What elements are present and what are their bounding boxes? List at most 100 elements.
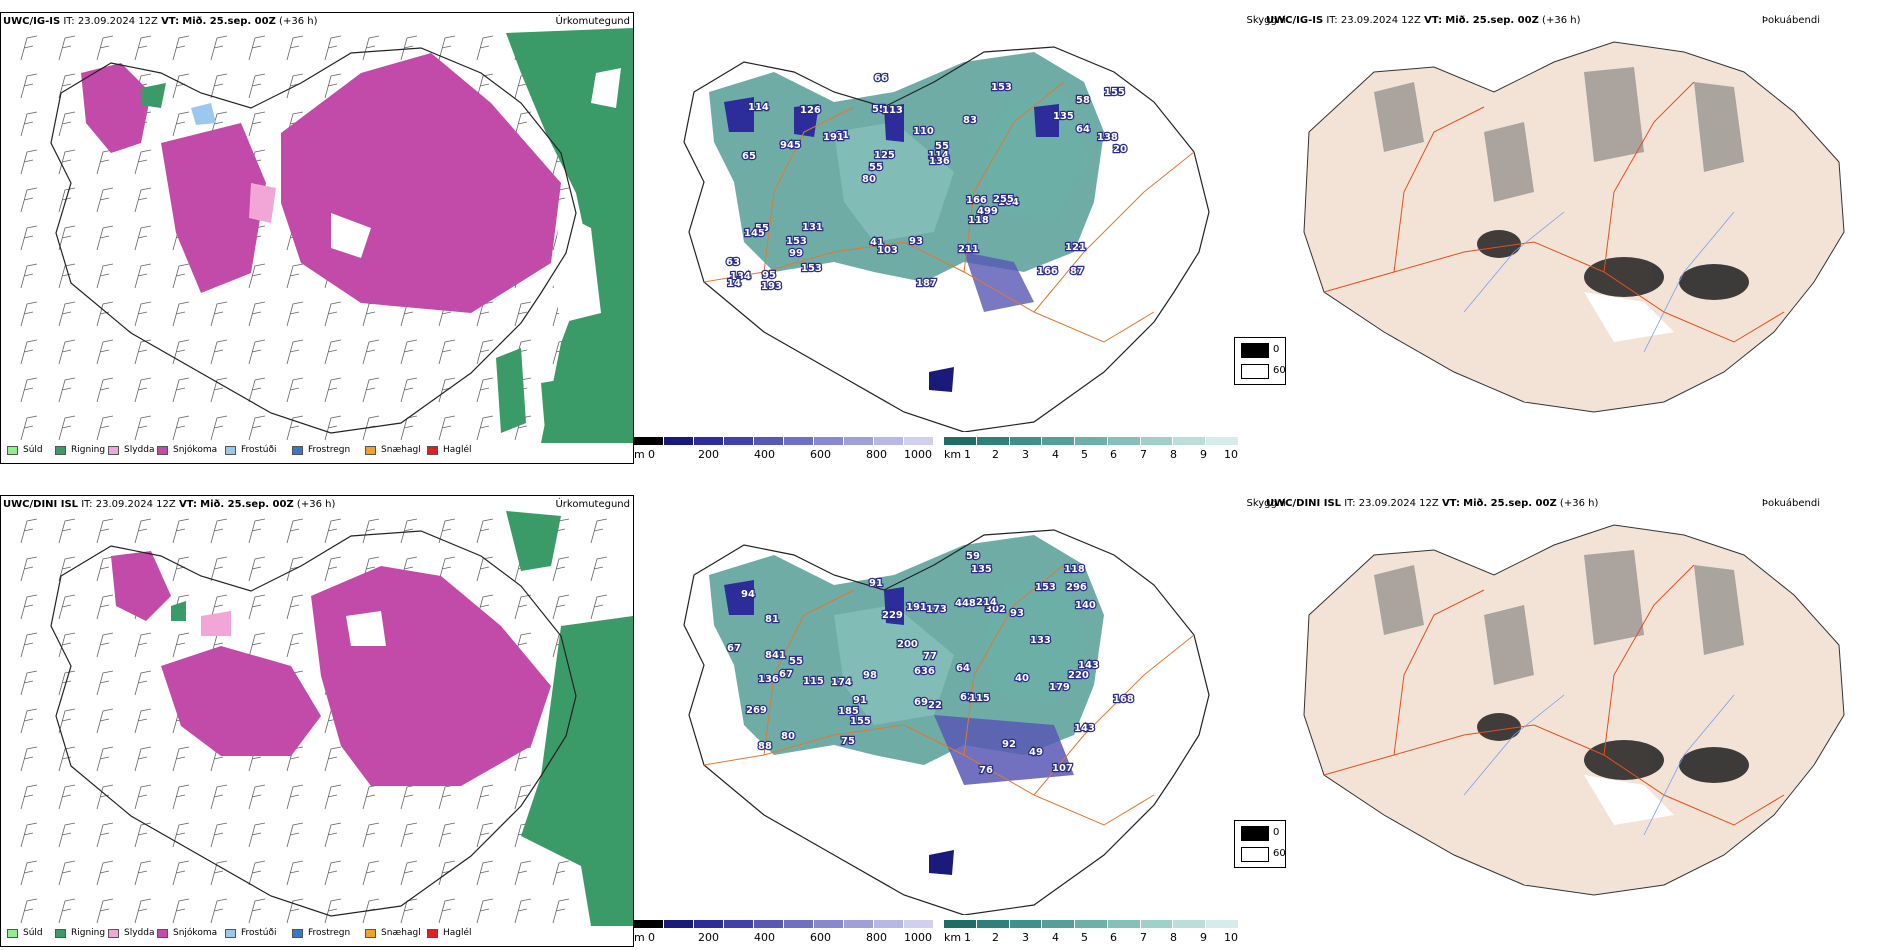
fog-panel-top: UWC/IG-IS IT: 23.09.2024 12Z VT: Mið. 25… — [1234, 12, 1900, 464]
wind-barb — [58, 746, 76, 772]
wind-barb — [248, 822, 266, 848]
colorbar-segment — [754, 437, 784, 445]
wind-barb — [96, 149, 114, 175]
wind-barb — [286, 339, 304, 365]
colorbar-segment — [844, 437, 874, 445]
panel-type-label: Þokuábendi — [1761, 498, 1820, 509]
legend-item-haglél: Haglél — [427, 928, 472, 938]
cloud-base-value: 103 — [877, 245, 898, 256]
wind-barb — [134, 860, 152, 886]
wind-barb — [248, 35, 266, 61]
legend-label: Haglél — [443, 928, 472, 938]
cloud-base-value: 131 — [802, 222, 823, 233]
legend-item-slydda: Slydda — [108, 928, 154, 938]
cloud-base-value: 155 — [1104, 87, 1125, 98]
wind-barb — [20, 377, 38, 403]
wind-barb — [172, 35, 190, 61]
colorbar-segment — [1042, 437, 1076, 445]
legend-item-snjókoma: Snjókoma — [157, 445, 217, 455]
cloud-base-value: 118 — [1064, 564, 1085, 575]
wind-barb — [248, 263, 266, 289]
wind-barb — [134, 301, 152, 327]
wind-barb — [20, 632, 38, 658]
cloud-base-value: 448 — [955, 598, 976, 609]
wind-barb — [134, 784, 152, 810]
colorbar-segment — [1140, 920, 1174, 928]
colorbar-unit: km — [944, 931, 962, 944]
wind-barb — [438, 35, 456, 61]
wind-barb — [210, 377, 228, 403]
wind-barb — [324, 518, 342, 544]
panel-type-label: Skyggni — [1246, 498, 1286, 509]
colorbar-segment — [694, 920, 724, 928]
cloud-base-value: 499 — [977, 206, 998, 217]
colorbar-tick-label: 0 — [648, 448, 655, 461]
cloud-base-value: 187 — [916, 278, 937, 289]
wind-barb — [96, 860, 114, 886]
cloud-base-value: 133 — [1030, 635, 1051, 646]
legend-label: Súld — [23, 445, 43, 455]
wind-barb — [172, 632, 190, 658]
wind-barb — [210, 415, 228, 441]
wind-barb — [96, 518, 114, 544]
wind-barb — [248, 556, 266, 582]
wind-barb — [248, 415, 266, 441]
legend-item-snjókoma: Snjókoma — [157, 928, 217, 938]
precip-type-map-top — [20, 28, 633, 443]
wind-barb — [552, 860, 570, 886]
colorbar-tick-label: 3 — [1022, 448, 1029, 461]
cloud-base-value: 138 — [1097, 132, 1118, 143]
wind-barb — [134, 632, 152, 658]
wind-barb — [172, 301, 190, 327]
cloud-base-value: 80 — [781, 731, 795, 742]
legend-swatch — [427, 928, 438, 938]
wind-barb — [134, 746, 152, 772]
wind-barb — [172, 518, 190, 544]
cloud-base-value: 93 — [1010, 608, 1024, 619]
legend-item-frostúði: Frostúði — [225, 445, 276, 455]
wind-barb — [96, 822, 114, 848]
cloud-base-value: 113 — [882, 105, 903, 116]
wind-barb — [58, 73, 76, 99]
colorbar-segment — [976, 437, 1010, 445]
colorbar-segment — [1107, 920, 1141, 928]
wind-barb — [210, 898, 228, 924]
legend-swatch — [55, 928, 66, 938]
cloud-base-colorbar: m 0 200 400 600 800 1000 — [634, 920, 934, 945]
panel-title: UWC/IG-IS IT: 23.09.2024 12Z VT: Mið. 25… — [1266, 15, 1581, 26]
colorbar-tick-label: 1000 — [904, 931, 932, 944]
road-network — [703, 81, 1195, 343]
colorbar-tick-label: 200 — [698, 931, 719, 944]
wind-barb — [590, 556, 608, 582]
wind-barb — [58, 594, 76, 620]
legend-swatch — [7, 928, 18, 938]
colorbar-tick-label: 8 — [1170, 931, 1177, 944]
cloud-base-value: 91 — [869, 578, 883, 589]
legend-item-rigning: Rigning — [55, 445, 105, 455]
colorbar-tick-label: 5 — [1081, 931, 1088, 944]
iceland-outline — [50, 530, 577, 917]
wind-barb — [172, 263, 190, 289]
legend-label: Frostúði — [241, 928, 277, 938]
cloud-base-value: 173 — [926, 604, 947, 615]
wind-barb — [286, 301, 304, 327]
cloud-base-value: 98 — [863, 670, 877, 681]
colorbar-tick-label: 200 — [698, 448, 719, 461]
wind-barb — [476, 784, 494, 810]
wind-barb — [210, 860, 228, 886]
wind-barb — [172, 377, 190, 403]
cloud-base-value: 77 — [923, 651, 937, 662]
cloud-base-value: 115 — [969, 693, 990, 704]
cloud-base-value: 95 — [762, 270, 776, 281]
colorbar-tick-label: 0 — [648, 931, 655, 944]
colorbar-tick-label: 400 — [754, 448, 775, 461]
wind-barb — [96, 784, 114, 810]
colorbar-tick-label: 7 — [1140, 448, 1147, 461]
fog-map-bottom — [1303, 524, 1845, 896]
cloud-base-value: 153 — [1035, 582, 1056, 593]
legend-label: Frostúði — [241, 445, 277, 455]
colorbar-segment — [844, 920, 874, 928]
wind-barb — [514, 860, 532, 886]
cloud-base-value: 76 — [979, 765, 993, 776]
cloud-base-value: 62 — [960, 692, 974, 703]
